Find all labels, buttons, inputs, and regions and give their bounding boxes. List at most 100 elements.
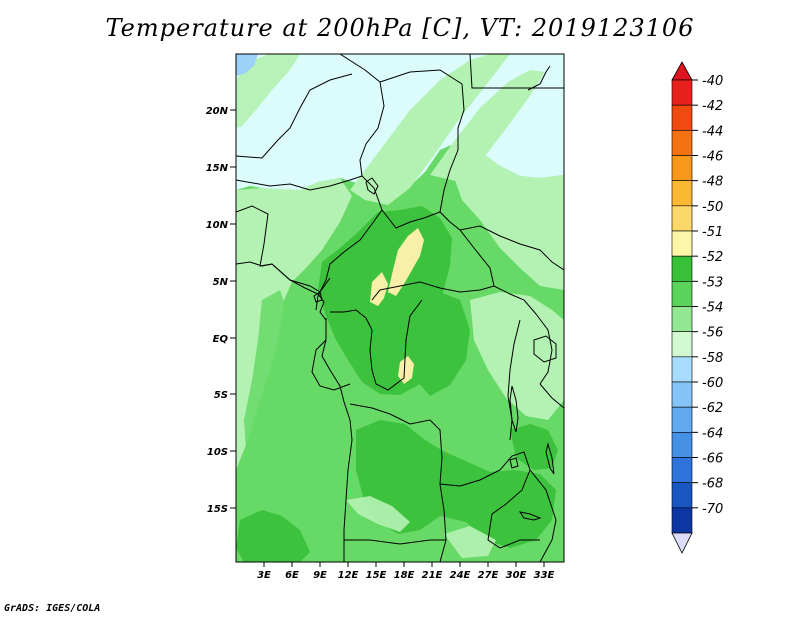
- colorbar-bottom-triangle: [671, 532, 693, 554]
- colorbar-swatch: [671, 130, 693, 156]
- border-drc-angola: [349, 403, 461, 487]
- field-north-streak-b: [350, 54, 510, 205]
- border-ne-coast: [527, 65, 551, 91]
- colorbar-swatch: [671, 306, 693, 332]
- border-libya-chad: [300, 54, 385, 177]
- colorbar-swatch: [671, 255, 693, 282]
- lon-label-3e: 3E: [257, 570, 271, 581]
- grads-credit: GrADS: IGES/COLA: [4, 603, 101, 614]
- colorbar-swatch: [671, 104, 693, 131]
- colorbar-label: -64: [702, 426, 723, 441]
- lon-label-9e: 9E: [313, 570, 327, 581]
- colorbar-label: -62: [702, 401, 723, 416]
- lake-victoria: [533, 335, 557, 363]
- field-yellow-south: [398, 356, 414, 384]
- coastline-atlantic: [236, 261, 353, 562]
- lat-label-15n: 15N: [206, 163, 229, 174]
- map-area: [236, 54, 564, 562]
- colorbar-label: -50: [702, 200, 723, 215]
- lon-label-30e: 30E: [506, 570, 527, 581]
- border-drc-east: [507, 319, 521, 441]
- colorbar-label: -54: [702, 301, 723, 316]
- lon-label-24e: 24E: [450, 570, 471, 581]
- border-angola-zambia: [439, 483, 447, 562]
- colorbar-swatch: [671, 432, 693, 458]
- lon-label-6e: 6E: [285, 570, 299, 581]
- longitude-axis: 3E 6E 9E 12E 15E 18E 21E 24E 27E 30E 33E: [257, 562, 555, 581]
- lakes: [365, 177, 557, 521]
- field-south-light-streak-2: [444, 526, 496, 558]
- lon-label-15e: 15E: [366, 570, 387, 581]
- chart-title: Temperature at 200hPa [C], VT: 201912310…: [105, 14, 695, 42]
- field-south-dark: [356, 420, 556, 548]
- field-central-dark-2: [412, 292, 470, 396]
- lat-label-5n: 5N: [213, 277, 229, 288]
- lon-label-12e: 12E: [338, 570, 359, 581]
- colorbar-swatch: [671, 457, 693, 483]
- colorbar-label: -40: [702, 74, 723, 89]
- lake-malawi: [545, 442, 555, 475]
- colorbar-label: -60: [702, 376, 723, 391]
- colorbar-swatch: [671, 356, 693, 383]
- lake-kariba: [518, 511, 542, 521]
- lat-label-15s: 15S: [207, 504, 228, 515]
- colorbar-swatch: [671, 281, 693, 307]
- border-libya-sudan: [379, 69, 465, 150]
- colorbar-swatch: [671, 507, 693, 534]
- island-bioko: [313, 291, 323, 303]
- colorbar-swatch: [671, 406, 693, 433]
- border-angola-namibia: [344, 539, 446, 545]
- lat-label-eq: EQ: [213, 334, 229, 345]
- border-niger: [236, 73, 353, 159]
- colorbar-label: -58: [702, 351, 723, 366]
- border-nigeria-cameroon: [315, 209, 383, 311]
- colorbar-swatch: [671, 155, 693, 181]
- field-east-light: [470, 292, 564, 420]
- field-west-light: [236, 178, 352, 470]
- latitude-axis: 20N 15N 10N 5N EQ 5S 10S 15S: [206, 106, 236, 515]
- lon-label-33e: 33E: [534, 570, 555, 581]
- field-north-streak-c: [430, 70, 545, 182]
- map-frame: [235, 53, 565, 563]
- colorbar-label: -53: [702, 275, 723, 290]
- border-egypt-sudan: [469, 54, 564, 89]
- border-zimbabwe: [499, 539, 540, 549]
- colorbar-swatch: [671, 180, 693, 207]
- lake-tanganyika: [509, 385, 519, 433]
- border-chad-car: [381, 209, 495, 287]
- colorbar-label: -68: [702, 477, 723, 492]
- colorbar-swatch: [671, 205, 693, 232]
- border-chad-sudan: [439, 149, 459, 213]
- field-north-streak-a: [236, 54, 300, 128]
- lat-label-10n: 10N: [206, 220, 229, 231]
- lon-label-21e: 21E: [422, 570, 443, 581]
- colorbar-label: -51: [702, 225, 723, 240]
- border-car-drc: [371, 281, 537, 315]
- colorbar-label: -70: [702, 502, 723, 517]
- colorbar-label: -56: [702, 326, 723, 341]
- colorbar-swatch: [671, 79, 693, 106]
- colorbar-swatch: [671, 381, 693, 408]
- lat-label-10s: 10S: [207, 447, 228, 458]
- field-yellow-north: [388, 228, 424, 296]
- border-congo: [330, 299, 423, 391]
- colorbar-label: -66: [702, 452, 723, 467]
- border-niger-chad: [236, 175, 383, 211]
- colorbar-top-triangle: [671, 61, 693, 81]
- field-ne-light: [455, 150, 564, 290]
- lon-label-18e: 18E: [394, 570, 415, 581]
- colorbar-label: -44: [702, 124, 723, 139]
- lon-label-27e: 27E: [478, 570, 499, 581]
- colorbar-swatch: [671, 482, 693, 509]
- field-blue-patch: [236, 54, 258, 76]
- colorbar-label: -42: [702, 99, 723, 114]
- field-west-mid-streak: [244, 290, 290, 450]
- colorbar-swatch: [671, 331, 693, 358]
- lake-mweru: [509, 457, 519, 469]
- border-sudan-ssudan: [459, 225, 564, 271]
- border-uganda-kenya: [535, 313, 553, 385]
- colorbar-label: -52: [702, 250, 723, 265]
- colorbar-label: -48: [702, 175, 723, 190]
- colorbar-label: -46: [702, 150, 723, 165]
- border-mozambique: [529, 469, 557, 562]
